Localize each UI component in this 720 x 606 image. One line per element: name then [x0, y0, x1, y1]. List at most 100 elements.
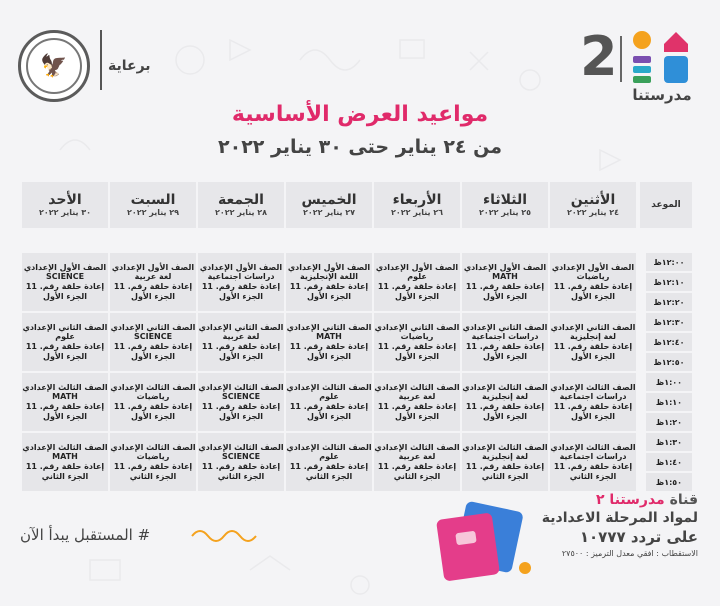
- cell-line: اللغة الإنجليزية: [300, 272, 358, 282]
- cell-line: SCIENCE: [221, 392, 261, 402]
- cell-line: إعادة حلقة رقم. 11: [377, 462, 457, 471]
- cell-line: الجزء الأول: [307, 351, 351, 361]
- day-name: الجمعة: [218, 191, 264, 208]
- schedule-grid: الصف الأول الإعدادي SCIENCE إعادة حلقة رقم…: [22, 253, 698, 493]
- schedule-cell: الصف الثالث الإعدادي علوم إعادة حلقة رقم. …: [286, 373, 372, 431]
- cell-line: لغة عربية: [222, 332, 260, 342]
- brand-divider: [620, 36, 622, 82]
- cell-line: إعادة حلقة رقم. 11: [113, 342, 193, 351]
- channel-stage: لمواد المرحلة الاعدادية: [541, 510, 698, 526]
- schedule-cell: الصف الثالث الإعدادي SCIENCE إعادة حلقة رق…: [198, 373, 284, 431]
- cell-line: الجزء الأول: [395, 351, 439, 361]
- page-title: مواعيد العرض الأساسية: [231, 102, 489, 127]
- schedule-cell: الصف الثالث الإعدادي MATH إعادة حلقة رقم. …: [22, 433, 108, 491]
- cell-line: إعادة حلقة رقم. 11: [201, 282, 281, 291]
- time-slot: ١٢:٣٠ظ: [646, 313, 692, 331]
- day-date: ٢٩ يناير ٢٠٢٢: [126, 208, 180, 218]
- cell-line: الصف الأول الإعدادي: [375, 262, 459, 272]
- cell-line: الصف الثالث الإعدادي: [374, 442, 460, 452]
- time-column-header: الموعد: [640, 182, 692, 228]
- time-slot: ١٢:٥٠ظ: [646, 353, 692, 371]
- schedule-cell: الصف الثالث الإعدادي SCIENCE إعادة حلقة رق…: [198, 433, 284, 491]
- cell-line: الجزء الأول: [483, 291, 527, 301]
- schedule-cell: الصف الثاني الإعدادي MATH إعادة حلقة رقم. …: [286, 313, 372, 371]
- cell-line: إعادة حلقة رقم. 11: [25, 342, 105, 351]
- cell-line: الصف الثاني الإعدادي: [462, 322, 548, 332]
- cell-line: الجزء الثاني: [129, 471, 177, 481]
- ministry-logo: 🦅: [18, 30, 90, 102]
- cell-line: إعادة حلقة رقم. 11: [201, 342, 281, 351]
- cell-line: علوم: [407, 272, 427, 282]
- time-slot: ١:١٠ظ: [646, 393, 692, 411]
- cell-line: إعادة حلقة رقم. 11: [377, 342, 457, 351]
- cell-line: رياضيات: [400, 332, 434, 342]
- channel-polarization: الاستقطاب : افقي معدل الترميز : ٢٧٥٠٠: [561, 549, 698, 558]
- cell-line: الصف الثاني الإعدادي: [198, 322, 284, 332]
- time-slot: ١:٣٠ظ: [646, 433, 692, 451]
- cell-line: الجزء الأول: [307, 411, 351, 421]
- cell-line: لغة إنجليزية: [481, 452, 529, 462]
- cell-line: لغة عربية: [398, 452, 436, 462]
- slogan-hashtag: # المستقبل يبدأ الآن: [20, 526, 151, 544]
- cell-line: دراسات اجتماعية: [207, 272, 275, 282]
- cell-line: إعادة حلقة رقم. 11: [465, 282, 545, 291]
- cell-line: الجزء الثاني: [305, 471, 353, 481]
- sponsor-label: برعاية: [108, 58, 151, 74]
- cell-line: إعادة حلقة رقم. 11: [289, 462, 369, 471]
- cell-line: الجزء الأول: [43, 351, 87, 361]
- madrasetna-brand-logo: 2 مدرستنا: [580, 30, 700, 110]
- cell-line: الصف الأول الإعدادي: [199, 262, 283, 272]
- cell-line: الصف الثالث الإعدادي: [110, 442, 196, 452]
- squiggle-decoration: [191, 530, 257, 542]
- brand-number: 2: [580, 25, 618, 88]
- cell-line: علوم: [319, 452, 339, 462]
- day-date: ٣٠ يناير ٢٠٢٢: [38, 208, 92, 218]
- cell-line: MATH: [52, 392, 78, 402]
- schedule-cell: الصف الثالث الإعدادي رياضيات إعادة حلقة رق…: [110, 433, 196, 491]
- page-subtitle: من ٢٤ يناير حتى ٣٠ يناير ٢٠٢٢: [218, 136, 502, 158]
- eagle-emblem-icon: 🦅: [26, 38, 82, 94]
- cell-line: MATH: [316, 332, 342, 342]
- schedule-cell: الصف الثالث الإعدادي دراسات اجتماعية إعادة…: [550, 433, 636, 491]
- day-header-thursday: الخميس ٢٧ يناير ٢٠٢٢: [286, 182, 372, 228]
- header-divider: [100, 30, 102, 90]
- cell-line: إعادة حلقة رقم. 11: [201, 402, 281, 411]
- cell-line: إعادة حلقة رقم. 11: [553, 342, 633, 351]
- schedule-cell: الصف الثالث الإعدادي لغة عربية إعادة حلقة …: [374, 433, 460, 491]
- cell-line: الجزء الثاني: [393, 471, 441, 481]
- cell-line: الجزء الأول: [307, 291, 351, 301]
- cell-line: MATH: [492, 272, 518, 282]
- cell-line: إعادة حلقة رقم. 11: [25, 402, 105, 411]
- cell-line: الصف الثالث الإعدادي: [22, 442, 108, 452]
- channel-prefix: قناة: [669, 492, 698, 508]
- cell-line: الجزء الأول: [571, 411, 615, 421]
- cell-line: الجزء الأول: [131, 291, 175, 301]
- cell-line: علوم: [55, 332, 75, 342]
- day-name: الخميس: [301, 191, 357, 208]
- day-header-saturday: السبت ٢٩ يناير ٢٠٢٢: [110, 182, 196, 228]
- cell-line: SCIENCE: [221, 452, 261, 462]
- time-slots: ١:٣٠ظ ١:٤٠ظ ١:٥٠ظ: [646, 433, 692, 491]
- cell-line: دراسات اجتماعية: [471, 332, 539, 342]
- schedule-cell: الصف الثالث الإعدادي لغة إنجليزية إعادة حل…: [462, 373, 548, 431]
- cell-line: الجزء الثاني: [481, 471, 529, 481]
- cell-line: الصف الثالث الإعدادي: [286, 442, 372, 452]
- cell-line: لغة عربية: [134, 272, 172, 282]
- cell-line: الجزء الأول: [571, 291, 615, 301]
- cell-line: الصف الثالث الإعدادي: [550, 382, 636, 392]
- cell-line: الجزء الأول: [395, 411, 439, 421]
- cell-line: الصف الأول الإعدادي: [111, 262, 195, 272]
- cell-line: الصف الثالث الإعدادي: [22, 382, 108, 392]
- schedule-row: الصف الثالث الإعدادي MATH إعادة حلقة رقم. …: [22, 373, 698, 431]
- day-header-wednesday: الأربعاء ٢٦ يناير ٢٠٢٢: [374, 182, 460, 228]
- cell-line: SCIENCE: [133, 332, 173, 342]
- cell-line: إعادة حلقة رقم. 11: [553, 402, 633, 411]
- schedule-cell: الصف الثاني الإعدادي رياضيات إعادة حلقة رق…: [374, 313, 460, 371]
- cell-line: إعادة حلقة رقم. 11: [553, 282, 633, 291]
- cell-line: الصف الثاني الإعدادي: [286, 322, 372, 332]
- cell-line: الجزء الأول: [131, 351, 175, 361]
- schedule-row: الصف الثاني الإعدادي علوم إعادة حلقة رقم. …: [22, 313, 698, 371]
- cell-line: إعادة حلقة رقم. 11: [377, 402, 457, 411]
- cell-line: الصف الثاني الإعدادي: [110, 322, 196, 332]
- cell-line: دراسات اجتماعية: [559, 392, 627, 402]
